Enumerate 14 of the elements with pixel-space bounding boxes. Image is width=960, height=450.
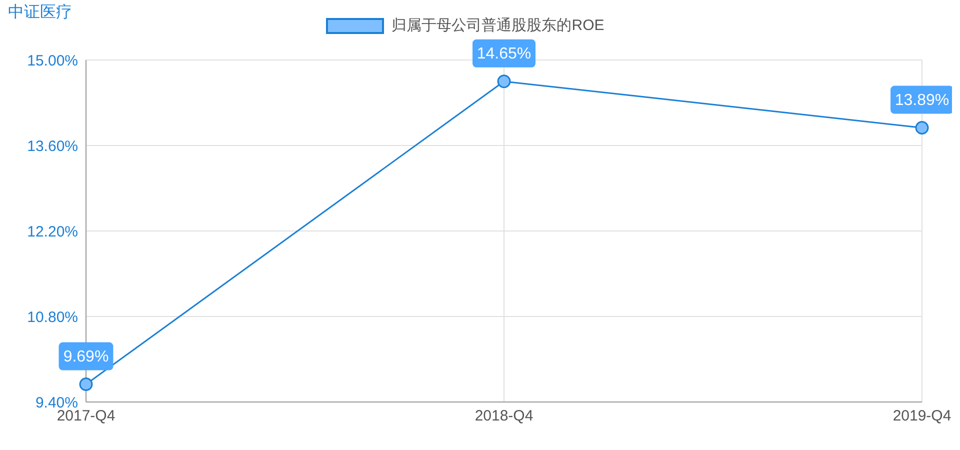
point xyxy=(497,74,511,88)
x-tick-label: 2019-Q4 xyxy=(892,408,952,425)
data-label: 14.65% xyxy=(476,45,532,62)
point xyxy=(79,378,93,392)
y-tick-label: 10.80% xyxy=(27,308,78,326)
y-tick-label: 15.00% xyxy=(27,52,78,70)
data-label: 9.69% xyxy=(63,348,109,366)
chart-title: 中证医疗 xyxy=(8,2,72,23)
legend-label: 归属于母公司普通股股东的ROE xyxy=(390,16,604,35)
y-tick-label: 13.60% xyxy=(27,138,78,155)
x-tick-label: 2018-Q4 xyxy=(474,408,534,425)
data-label: 13.89% xyxy=(894,92,950,109)
y-tick-label: 12.20% xyxy=(27,223,78,240)
point xyxy=(915,121,929,135)
